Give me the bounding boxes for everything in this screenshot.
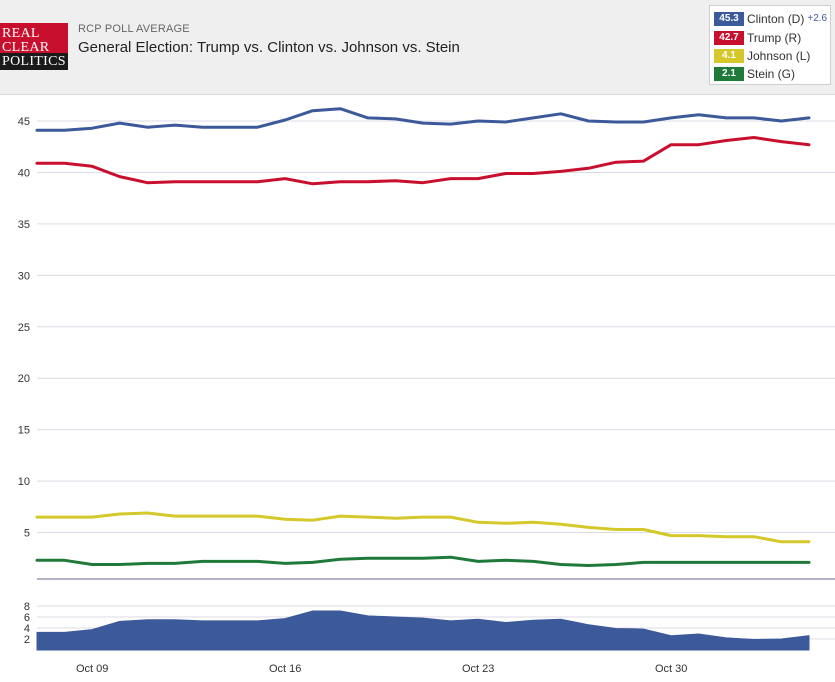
- x-tick-label: Oct 23: [462, 663, 494, 675]
- legend-item-trump[interactable]: 42.7 Trump (R): [714, 30, 801, 46]
- logo-line-2: CLEAR: [2, 40, 50, 55]
- legend-label-trump: Trump (R): [747, 30, 802, 45]
- series-line-clinton[interactable]: [35, 107, 811, 132]
- x-axis: Oct 09 Oct 16 Oct 23 Oct 30: [76, 663, 687, 675]
- main-y-tick-label: 45: [18, 116, 30, 128]
- spread-area-fill[interactable]: [36, 610, 810, 651]
- legend-label-stein: Stein (G): [747, 66, 796, 81]
- x-tick-label: Oct 16: [269, 663, 301, 675]
- main-y-tick-label: 15: [18, 425, 30, 437]
- main-y-tick-label: 10: [18, 476, 30, 488]
- chart-header: REAL CLEAR POLITICS RCP POLL AVERAGE Gen…: [0, 0, 835, 95]
- main-gridlines: [37, 120, 835, 534]
- main-y-tick-label: 25: [18, 322, 30, 334]
- legend-value-trump: 42.7: [714, 30, 744, 45]
- logo-line-3: POLITICS: [2, 54, 66, 69]
- legend-item-clinton[interactable]: 45.3 Clinton (D) +2.6: [714, 11, 827, 27]
- spread-y-tick-label: 2: [24, 634, 30, 646]
- spread-y-tick-label: 4: [24, 623, 30, 635]
- legend-spread-clinton: +2.6: [807, 13, 828, 25]
- series-line-stein[interactable]: [35, 555, 811, 567]
- legend-value-clinton: 45.3: [714, 11, 744, 26]
- main-y-tick-label: 30: [18, 270, 30, 282]
- series-line-johnson[interactable]: [35, 511, 811, 544]
- spread-y-tick-label: 8: [24, 601, 30, 613]
- chart-subtitle: RCP POLL AVERAGE: [78, 23, 190, 35]
- legend: 45.3 Clinton (D) +2.6 42.7 Trump (R) 4.1 Joh…: [709, 5, 831, 85]
- main-y-tick-label: 5: [24, 528, 30, 540]
- series-line-trump[interactable]: [35, 136, 811, 186]
- spread-area: [36, 610, 810, 651]
- logo-line-1: REAL: [2, 26, 40, 41]
- legend-value-stein: 2.1: [714, 66, 744, 81]
- chart-title: General Election: Trump vs. Clinton vs. …: [78, 39, 460, 56]
- legend-label-johnson: Johnson (L): [747, 48, 811, 63]
- spread-y-tick-label: 6: [24, 612, 30, 624]
- legend-value-johnson: 4.1: [714, 48, 744, 63]
- main-y-tick-label: 40: [18, 167, 30, 179]
- main-y-tick-label: 35: [18, 219, 30, 231]
- legend-item-johnson[interactable]: 4.1 Johnson (L): [714, 48, 810, 64]
- main-y-axis: 5 10 15 20 25 30 35 40 45: [18, 116, 30, 540]
- legend-item-stein[interactable]: 2.1 Stein (G): [714, 66, 795, 82]
- legend-label-clinton: Clinton (D): [747, 11, 805, 26]
- realclearpolitics-logo[interactable]: REAL CLEAR POLITICS: [0, 23, 68, 70]
- x-tick-label: Oct 09: [76, 663, 108, 675]
- main-series-lines: [35, 107, 811, 567]
- x-tick-label: Oct 30: [655, 663, 687, 675]
- main-y-tick-label: 20: [18, 373, 30, 385]
